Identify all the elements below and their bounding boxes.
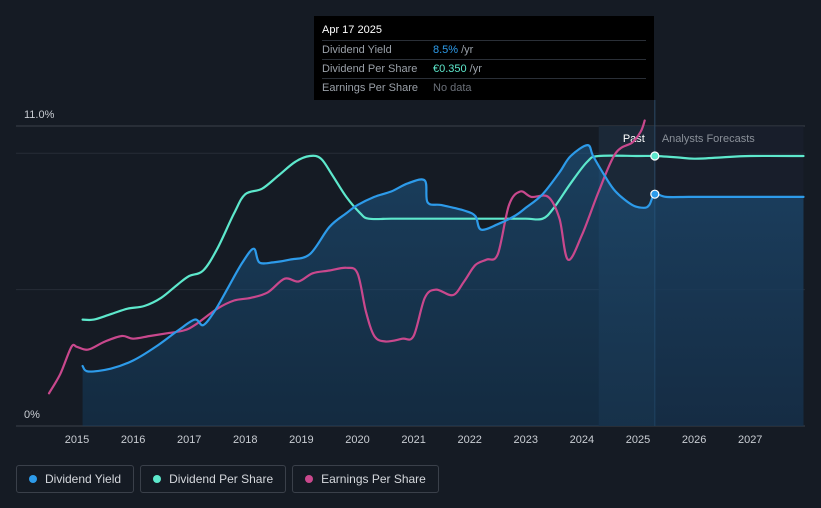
x-tick-label: 2026: [682, 434, 706, 446]
legend-item-dividend-yield[interactable]: Dividend Yield: [16, 465, 135, 493]
tooltip-row-earnings-per-share: Earnings Per Share No data: [322, 78, 646, 97]
legend-dot: [305, 475, 314, 483]
x-tick-label: 2024: [570, 434, 594, 446]
series-line-dividend-yield: [81, 144, 805, 373]
legend-item-earnings-per-share[interactable]: Earnings Per Share: [292, 465, 439, 493]
x-tick-label: 2025: [626, 434, 650, 446]
x-tick-label: 2018: [233, 434, 257, 446]
legend-dot: [153, 475, 162, 483]
past-label: Past: [623, 133, 645, 145]
x-tick-label: 2015: [65, 434, 89, 446]
forecast-label: Analysts Forecasts: [662, 133, 755, 145]
x-tick-label: 2019: [289, 434, 313, 446]
legend-label: Earnings Per Share: [321, 472, 426, 486]
series-area-dividend-yield: [82, 145, 804, 426]
x-tick-label: 2023: [514, 434, 538, 446]
legend-label: Dividend Yield: [45, 472, 122, 486]
x-tick-label: 2022: [457, 434, 481, 446]
tooltip-label: Dividend Per Share: [322, 63, 418, 75]
x-tick-label: 2020: [345, 434, 369, 446]
y-tick-label: 11.0%: [24, 109, 55, 121]
series-line-dividend-per-share: [81, 154, 805, 322]
x-tick-label: 2027: [738, 434, 762, 446]
tooltip-row-dividend-per-share: Dividend Per Share €0.350 /yr: [322, 59, 646, 78]
tooltip-value: No data: [433, 82, 472, 94]
tooltip-label: Dividend Yield: [322, 44, 392, 56]
tooltip-label: Earnings Per Share: [322, 82, 418, 94]
tooltip-unit: /yr: [461, 44, 474, 56]
marker-dividend-per-share: [650, 151, 660, 161]
series-line-earnings-per-share: [47, 119, 646, 395]
legend-dot: [29, 475, 37, 483]
x-tick-label: 2021: [401, 434, 425, 446]
tooltip-row-dividend-yield: Dividend Yield 8.5% /yr: [322, 40, 646, 59]
y-tick-label: 0%: [24, 409, 40, 421]
marker-dividend-yield: [650, 189, 660, 199]
x-tick-label: 2016: [121, 434, 145, 446]
tooltip-value: €0.350: [433, 63, 467, 75]
chart-tooltip: Apr 17 2025 Dividend Yield 8.5% /yr Divi…: [314, 16, 654, 100]
tooltip-unit: /yr: [469, 63, 482, 75]
legend-label: Dividend Per Share: [169, 472, 274, 486]
tooltip-value: 8.5%: [433, 44, 459, 56]
x-tick-label: 2017: [177, 434, 201, 446]
legend-item-dividend-per-share[interactable]: Dividend Per Share: [140, 465, 287, 493]
tooltip-date: Apr 17 2025: [322, 24, 382, 36]
chart-legend: Dividend Yield Dividend Per Share Earnin…: [16, 465, 439, 493]
